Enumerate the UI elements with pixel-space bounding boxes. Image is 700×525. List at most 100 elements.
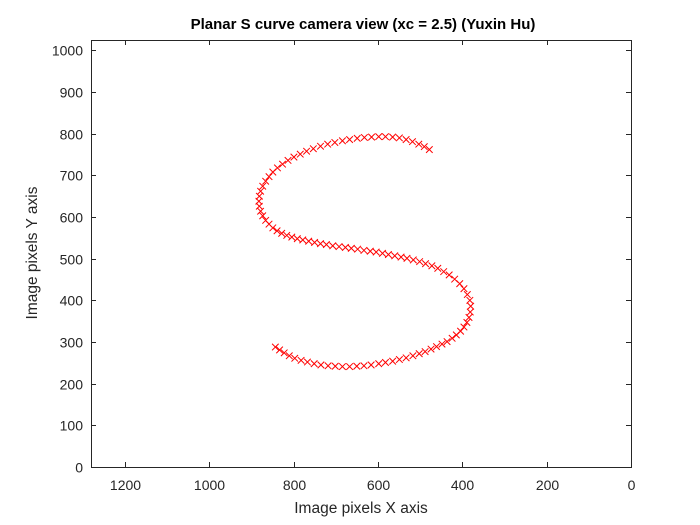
data-point-marker <box>465 313 473 322</box>
data-point-marker <box>273 227 281 235</box>
data-point-marker <box>391 252 399 260</box>
chart-title: Planar S curve camera view (xc = 2.5) (Y… <box>191 16 536 33</box>
data-point-marker <box>338 362 347 371</box>
data-series <box>255 132 475 371</box>
y-tick-label: 400 <box>60 293 84 309</box>
data-point-marker <box>303 358 312 366</box>
data-point-marker <box>403 254 411 262</box>
data-point-marker <box>460 323 468 331</box>
data-point-marker <box>456 280 464 288</box>
x-tick-label: 400 <box>451 477 475 493</box>
data-point-marker <box>466 308 474 316</box>
data-point-marker <box>293 235 301 243</box>
data-point-marker <box>402 354 410 362</box>
data-point-marker <box>353 245 362 253</box>
data-point-marker <box>269 224 277 232</box>
data-point-marker <box>402 135 410 144</box>
data-point-marker <box>269 168 277 176</box>
x-tick-label: 600 <box>367 477 391 493</box>
data-point-marker <box>331 362 339 370</box>
data-point-marker <box>256 207 265 215</box>
y-tick-label: 700 <box>60 168 84 184</box>
data-point-marker <box>259 182 267 190</box>
data-point-marker <box>384 250 393 259</box>
x-axis-label: Image pixels X axis <box>294 500 428 517</box>
data-point-marker <box>305 237 313 245</box>
y-tick-label: 1000 <box>52 43 83 59</box>
data-point-marker <box>388 133 397 141</box>
data-point-marker <box>408 137 417 146</box>
y-tick-label: 500 <box>60 252 84 268</box>
data-point-marker <box>284 156 292 165</box>
x-tick-label: 800 <box>283 477 307 493</box>
data-point-marker <box>463 290 471 299</box>
data-point-marker <box>341 243 350 252</box>
data-point-marker <box>397 253 405 261</box>
data-point-marker <box>353 134 361 142</box>
data-point-marker <box>409 352 417 360</box>
data-point-marker <box>280 349 288 357</box>
data-point-marker <box>395 355 404 364</box>
data-point-marker <box>395 134 404 142</box>
data-point-marker <box>275 346 284 354</box>
data-point-marker <box>467 302 475 310</box>
data-point-marker <box>310 238 319 247</box>
data-point-marker <box>288 233 296 241</box>
data-point-marker <box>388 357 397 365</box>
data-point-marker <box>310 360 318 368</box>
x-axis-ticks: 1200 1000 800 600 400 200 0 <box>110 40 636 493</box>
data-point-marker <box>452 331 460 339</box>
data-point-marker <box>291 354 299 362</box>
data-point-marker <box>338 137 347 145</box>
data-point-marker <box>278 229 286 237</box>
data-point-marker <box>375 360 383 368</box>
data-point-marker <box>415 140 423 148</box>
data-point-marker <box>381 132 390 141</box>
data-point-marker <box>296 150 304 158</box>
data-point-marker <box>360 246 368 255</box>
data-point-marker <box>375 132 383 141</box>
data-point-marker <box>438 340 446 348</box>
data-point-marker <box>317 361 325 369</box>
data-point-marker <box>432 342 441 351</box>
data-point-marker <box>316 142 325 150</box>
data-point-marker <box>440 267 448 276</box>
x-tick-label: 1200 <box>110 477 141 493</box>
data-point-marker <box>271 343 280 351</box>
data-point-marker <box>445 271 453 279</box>
data-point-marker <box>353 362 361 370</box>
data-point-marker <box>425 145 433 154</box>
data-point-marker <box>290 153 298 161</box>
data-point-marker <box>421 260 430 268</box>
data-point-marker <box>415 350 423 358</box>
data-point-marker <box>428 262 436 270</box>
y-tick-label: 0 <box>75 460 83 476</box>
data-point-marker <box>259 212 267 220</box>
data-point-marker <box>360 362 368 370</box>
data-point-marker <box>335 242 343 251</box>
y-tick-label: 800 <box>60 127 84 143</box>
data-point-marker <box>367 361 375 369</box>
data-point-marker <box>278 160 287 168</box>
data-point-marker <box>421 347 429 356</box>
data-point-marker <box>345 135 354 144</box>
y-axis-label: Image pixels Y axis <box>24 186 41 319</box>
data-point-marker <box>345 362 354 371</box>
data-point-marker <box>265 172 273 181</box>
data-point-marker <box>463 318 471 327</box>
data-point-marker <box>427 345 435 353</box>
data-point-marker <box>299 236 307 244</box>
data-point-marker <box>302 147 311 155</box>
plot-box <box>91 40 632 468</box>
data-point-marker <box>460 285 468 293</box>
x-tick-label: 1000 <box>194 477 225 493</box>
y-tick-label: 200 <box>60 377 84 393</box>
data-point-marker <box>329 242 337 250</box>
data-point-marker <box>378 249 387 257</box>
data-point-marker <box>285 352 293 360</box>
y-tick-label: 100 <box>60 418 84 434</box>
data-point-marker <box>367 133 376 141</box>
data-point-marker <box>434 264 442 272</box>
data-point-marker <box>409 256 417 264</box>
data-point-marker <box>360 133 369 142</box>
